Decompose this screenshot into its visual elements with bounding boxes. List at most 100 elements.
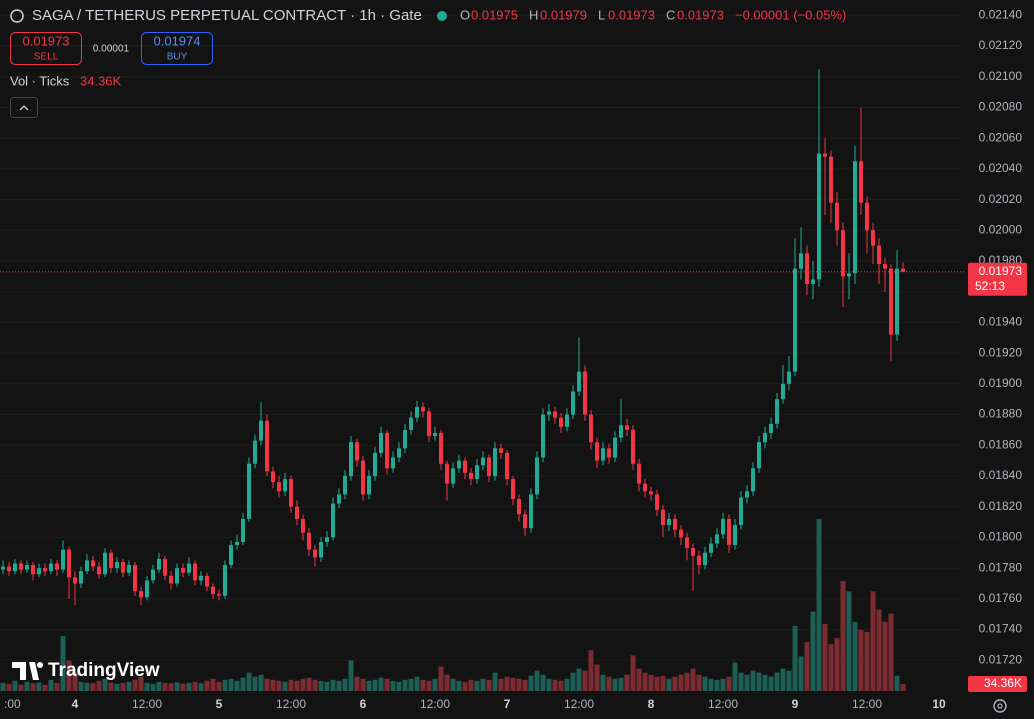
y-tick-label: 0.01740 [979,622,1023,636]
volume-bar [330,679,336,691]
candle-body [793,268,797,372]
candle-body [889,268,893,335]
candle-body [295,506,299,519]
y-tick-label: 0.01720 [979,652,1023,666]
candle-body [499,448,503,453]
candle-body [367,475,371,495]
candle-body [643,483,647,492]
candle-body [211,586,215,595]
x-tick-label: 10 [932,697,946,711]
volume-bar [846,591,852,691]
collapse-button[interactable] [10,97,38,118]
volume-bar [276,680,282,691]
spread: 0.00001 [93,44,130,55]
volume-bar [414,676,420,691]
volume-bar [678,674,684,691]
buy-box[interactable] [141,32,213,65]
volume-bar [432,678,438,691]
candle-body [493,448,497,476]
candle-body [883,264,887,269]
candle-body [787,371,791,384]
sell-price[interactable]: 0.01973 [23,33,70,48]
candle-body [553,411,557,418]
y-tick-label: 0.01920 [979,345,1023,359]
volume-bar [138,676,144,691]
y-tick-label: 0.01900 [979,376,1023,390]
volume-bar [6,683,12,691]
last-price-box [968,262,1027,296]
volume-bar [528,675,534,691]
y-tick-label: 0.02100 [979,69,1023,83]
volume-bar [828,644,834,691]
candle-body [73,577,77,584]
x-tick-label: 12:00 [276,697,306,711]
volume-bar [804,642,810,691]
volume-bar [54,682,60,691]
candle-body [397,448,401,458]
volume-bar [858,629,864,691]
candle-body [43,568,47,572]
candle-body [307,532,311,550]
buy-label[interactable]: BUY [167,52,188,63]
volume-bar [576,668,582,691]
candle-body [583,371,587,415]
volume-pane [0,519,906,691]
candle-body [193,563,197,581]
volume-bar [474,680,480,691]
candle-body [343,475,347,495]
volume-bar [168,683,174,691]
y-tick-label: 0.01940 [979,315,1023,329]
y-tick-label: 0.02120 [979,38,1023,52]
volume-bar [870,591,876,691]
candle-body [319,541,323,558]
volume-bar [222,679,228,691]
y-tick-label: 0.01820 [979,499,1023,513]
collapse-box[interactable] [10,97,38,118]
buy-price[interactable]: 0.01974 [154,33,201,48]
settings-icon[interactable] [993,699,1007,713]
volume-bar [510,677,516,691]
volume-label: 34.36K [984,676,1022,690]
candle-body [865,202,869,231]
volume-bar [630,655,636,691]
candle-body [349,442,353,476]
candle-body [853,161,857,274]
candle-body [505,452,509,480]
volume-bar [24,681,30,691]
candle-body [109,552,113,569]
volume-bar [336,680,342,691]
candle-body [829,156,833,203]
candle-body [133,565,137,592]
candle-body [217,594,221,596]
ohlc-value: 0.01973 [677,7,724,22]
sell-button[interactable]: 0.01973 SELL [10,32,82,65]
candle-body [421,406,425,412]
candle-body [835,202,839,231]
ohlc-key: C [666,7,675,22]
volume-bar [114,683,120,691]
volume-bar [684,672,690,691]
volume-bar [774,672,780,691]
candle-body [901,268,905,272]
volume-bar [180,683,186,691]
candle-body [223,565,227,596]
collapse-caret[interactable] [19,105,29,111]
settings-icon-center[interactable] [997,703,1003,709]
volume-bar [390,680,396,691]
sell-label[interactable]: SELL [34,52,59,63]
x-tick-label: 5 [216,697,223,711]
volume-bar [636,668,642,691]
candle-body [283,479,287,492]
volume-bar [36,682,42,691]
candle-body [409,417,413,430]
volume-bar [294,680,300,691]
sell-box[interactable] [10,32,82,65]
volume-bar [852,621,858,691]
candle-body [673,518,677,530]
volume-bar [372,679,378,691]
settings-button[interactable] [993,699,1007,713]
volume-bar [876,609,882,691]
symbol-title: SAGA / TETHERUS PERPETUAL CONTRACT · 1h … [32,7,422,24]
buy-button[interactable]: 0.01974 BUY [141,32,213,65]
